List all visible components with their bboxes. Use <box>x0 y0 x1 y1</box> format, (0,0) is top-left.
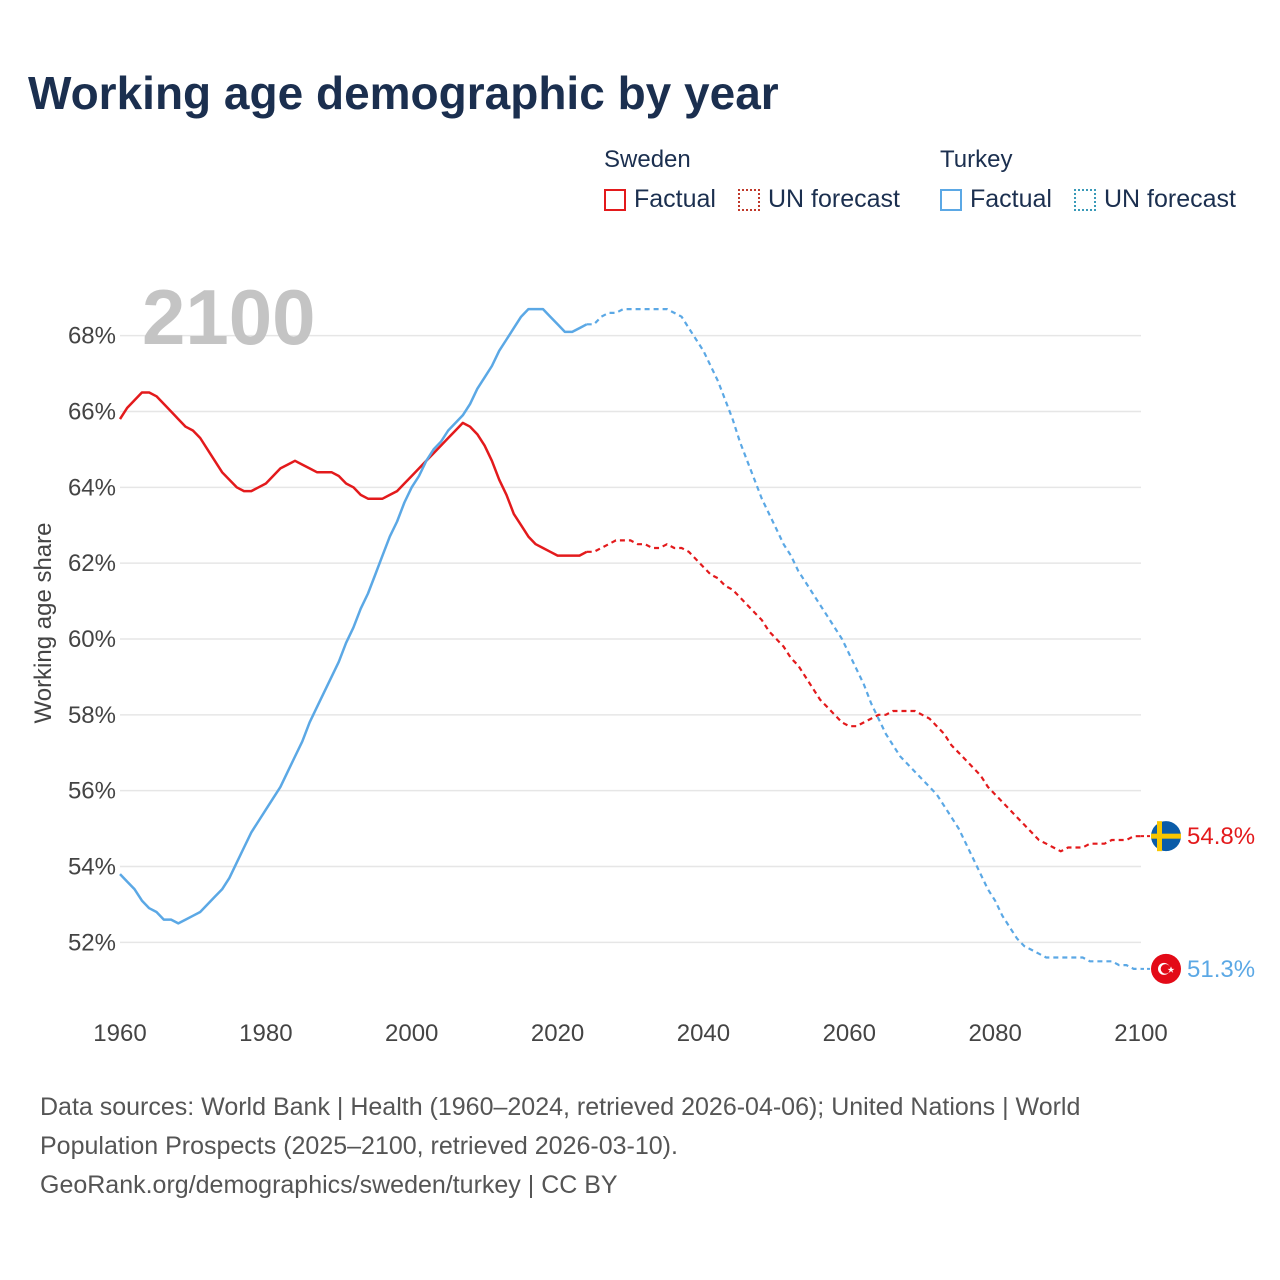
legend-swatch-sweden-forecast <box>738 188 760 211</box>
legend-item-turkey-forecast[interactable]: UN forecast <box>1074 185 1236 214</box>
grid-lines <box>120 334 1141 944</box>
turkey-forecast-line <box>586 308 1141 970</box>
x-tick-label: 2100 <box>1114 1020 1167 1047</box>
legend-item-turkey-factual[interactable]: Factual <box>940 185 1052 214</box>
legend-swatch-sweden-factual <box>604 188 626 211</box>
y-tick-label: 64% <box>68 474 116 501</box>
data-sources: Data sources: World Bank | Health (1960–… <box>40 1088 1220 1205</box>
x-tick-label: 2060 <box>823 1020 876 1047</box>
turkey-flag-icon <box>1151 953 1181 984</box>
turkey-end-value-label: 51.3% <box>1187 956 1255 983</box>
sweden-forecast-line <box>586 539 1141 853</box>
x-tick-label: 2000 <box>385 1020 438 1047</box>
sources-line-2: Population Prospects (2025–2100, retriev… <box>40 1132 678 1160</box>
series-lines <box>118 307 1141 970</box>
legend-label-turkey-forecast: UN forecast <box>1104 185 1236 213</box>
legend-title-turkey: Turkey <box>940 146 1013 173</box>
page-title: Working age demographic by year <box>28 67 779 119</box>
x-tick-label: 2020 <box>531 1020 584 1047</box>
x-tick-label: 2040 <box>677 1020 730 1047</box>
y-tick-label: 52% <box>68 929 116 956</box>
legend-swatch-turkey-factual <box>940 188 962 211</box>
y-tick-label: 62% <box>68 550 116 577</box>
legend-label-turkey-factual: Factual <box>970 185 1052 213</box>
year-label: 2100 <box>142 273 316 361</box>
y-tick-label: 60% <box>68 626 116 653</box>
legend-item-sweden-forecast[interactable]: UN forecast <box>738 185 900 214</box>
y-tick-label: 56% <box>68 778 116 805</box>
x-tick-label: 1980 <box>239 1020 292 1047</box>
legend-title-sweden: Sweden <box>604 146 691 173</box>
sweden-factual-line <box>118 391 588 557</box>
legend-label-sweden-factual: Factual <box>634 185 716 213</box>
x-tick-label: 1960 <box>93 1020 146 1047</box>
x-axis-ticks: 1960 1980 2000 2020 2040 2060 2080 2100 <box>93 1020 1167 1047</box>
sources-link[interactable]: GeoRank.org/demographics/sweden/turkey |… <box>40 1171 618 1199</box>
series-end-markers: 54.8% 51.3% <box>1141 821 1255 984</box>
y-tick-label: 66% <box>68 399 116 426</box>
turkey-factual-line <box>119 307 588 925</box>
y-axis-ticks: 52% 54% 56% 58% 60% 62% 64% 66% 68% <box>68 323 116 957</box>
y-axis-label: Working age share <box>30 523 57 724</box>
legend-label-sweden-forecast: UN forecast <box>768 185 900 213</box>
legend-swatch-turkey-forecast <box>1074 188 1096 211</box>
sweden-end-value-label: 54.8% <box>1187 823 1255 850</box>
legend-item-sweden-factual[interactable]: Factual <box>604 185 716 214</box>
y-tick-label: 68% <box>68 323 116 350</box>
x-tick-label: 2080 <box>968 1020 1021 1047</box>
y-tick-label: 54% <box>68 854 116 881</box>
y-tick-label: 58% <box>68 702 116 729</box>
sources-line-1: Data sources: World Bank | Health (1960–… <box>40 1093 1081 1121</box>
sweden-flag-icon <box>1151 821 1181 852</box>
